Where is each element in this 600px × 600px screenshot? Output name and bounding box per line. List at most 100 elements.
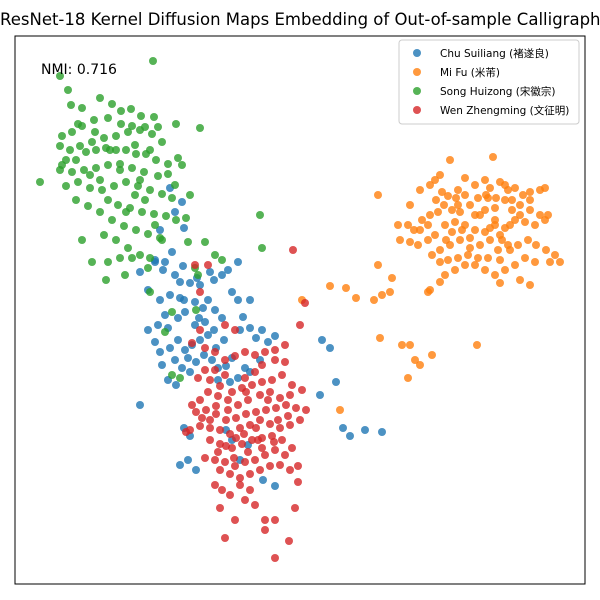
point-series-0 <box>176 461 184 469</box>
point-series-2 <box>148 130 156 138</box>
point-series-2 <box>158 138 166 146</box>
point-series-2 <box>184 238 192 246</box>
point-series-2 <box>146 254 154 262</box>
point-series-2 <box>201 238 209 246</box>
point-series-2 <box>112 132 120 140</box>
point-series-2 <box>192 306 200 314</box>
point-series-2 <box>86 184 94 192</box>
point-series-0 <box>186 368 194 376</box>
point-series-2 <box>137 112 145 120</box>
point-series-2 <box>196 124 204 132</box>
point-series-0 <box>191 298 199 306</box>
point-series-3 <box>231 462 239 470</box>
point-series-3 <box>226 491 234 499</box>
point-series-3 <box>278 436 286 444</box>
point-series-2 <box>74 120 82 128</box>
point-series-2 <box>158 190 166 198</box>
point-series-2 <box>132 150 140 158</box>
point-series-3 <box>226 470 234 478</box>
point-series-1 <box>352 294 360 302</box>
point-series-1 <box>514 241 522 249</box>
point-series-1 <box>531 221 539 229</box>
point-series-3 <box>214 448 222 456</box>
point-series-2 <box>168 194 176 202</box>
point-series-2 <box>172 216 180 224</box>
point-series-2 <box>136 126 144 134</box>
point-series-2 <box>168 308 176 316</box>
point-series-0 <box>200 351 208 359</box>
point-series-3 <box>221 356 229 364</box>
point-series-1 <box>416 226 424 234</box>
point-series-3 <box>231 516 239 524</box>
point-series-1 <box>471 181 479 189</box>
point-series-2 <box>104 196 112 204</box>
point-series-0 <box>181 346 189 354</box>
point-series-2 <box>88 138 96 146</box>
point-series-3 <box>201 366 209 374</box>
point-series-3 <box>276 394 284 402</box>
point-series-0 <box>222 362 230 370</box>
point-series-2 <box>128 164 136 172</box>
point-series-3 <box>264 396 272 404</box>
point-series-2 <box>82 148 90 156</box>
point-series-0 <box>259 476 267 484</box>
point-series-1 <box>511 261 519 269</box>
point-series-1 <box>436 278 444 286</box>
point-series-0 <box>174 336 182 344</box>
point-series-3 <box>211 348 219 356</box>
point-series-0 <box>156 348 164 356</box>
point-series-2 <box>171 181 179 189</box>
point-series-0 <box>246 296 254 304</box>
point-series-0 <box>171 356 179 364</box>
point-series-3 <box>232 414 240 422</box>
point-series-3 <box>216 426 224 434</box>
point-series-2 <box>68 128 76 136</box>
point-series-3 <box>248 381 256 389</box>
point-series-1 <box>551 251 559 259</box>
point-series-3 <box>214 392 222 400</box>
point-series-0 <box>258 326 266 334</box>
point-series-2 <box>104 114 112 122</box>
point-series-3 <box>198 414 206 422</box>
point-series-2 <box>56 72 64 80</box>
point-series-1 <box>501 266 509 274</box>
point-series-3 <box>236 474 244 482</box>
point-series-1 <box>436 258 444 266</box>
point-series-2 <box>131 191 139 199</box>
point-series-1 <box>414 241 422 249</box>
point-series-1 <box>458 226 466 234</box>
point-series-3 <box>251 501 259 509</box>
point-series-3 <box>228 388 236 396</box>
point-series-3 <box>271 516 279 524</box>
point-series-1 <box>451 218 459 226</box>
point-series-3 <box>266 388 274 396</box>
point-series-1 <box>506 221 514 229</box>
point-series-3 <box>296 321 304 329</box>
point-series-0 <box>156 296 164 304</box>
point-series-0 <box>180 296 188 304</box>
point-series-0 <box>271 332 279 340</box>
point-series-2 <box>74 178 82 186</box>
point-series-2 <box>110 182 118 190</box>
point-series-1 <box>378 291 386 299</box>
point-series-2 <box>127 105 135 113</box>
point-series-1 <box>431 176 439 184</box>
point-series-1 <box>474 194 482 202</box>
point-series-1 <box>489 153 497 161</box>
point-series-2 <box>116 166 124 174</box>
point-series-0 <box>196 281 204 289</box>
point-series-1 <box>428 351 436 359</box>
point-series-3 <box>251 456 259 464</box>
point-series-0 <box>210 276 218 284</box>
point-series-3 <box>286 391 294 399</box>
point-series-1 <box>511 216 519 224</box>
point-series-1 <box>466 201 474 209</box>
point-series-3 <box>216 466 224 474</box>
point-series-1 <box>491 216 499 224</box>
legend-label-3: Wen Zhengming (文征明) <box>440 104 569 117</box>
point-series-3 <box>201 344 209 352</box>
point-series-1 <box>491 271 499 279</box>
point-series-2 <box>154 123 162 131</box>
point-series-3 <box>246 470 254 478</box>
